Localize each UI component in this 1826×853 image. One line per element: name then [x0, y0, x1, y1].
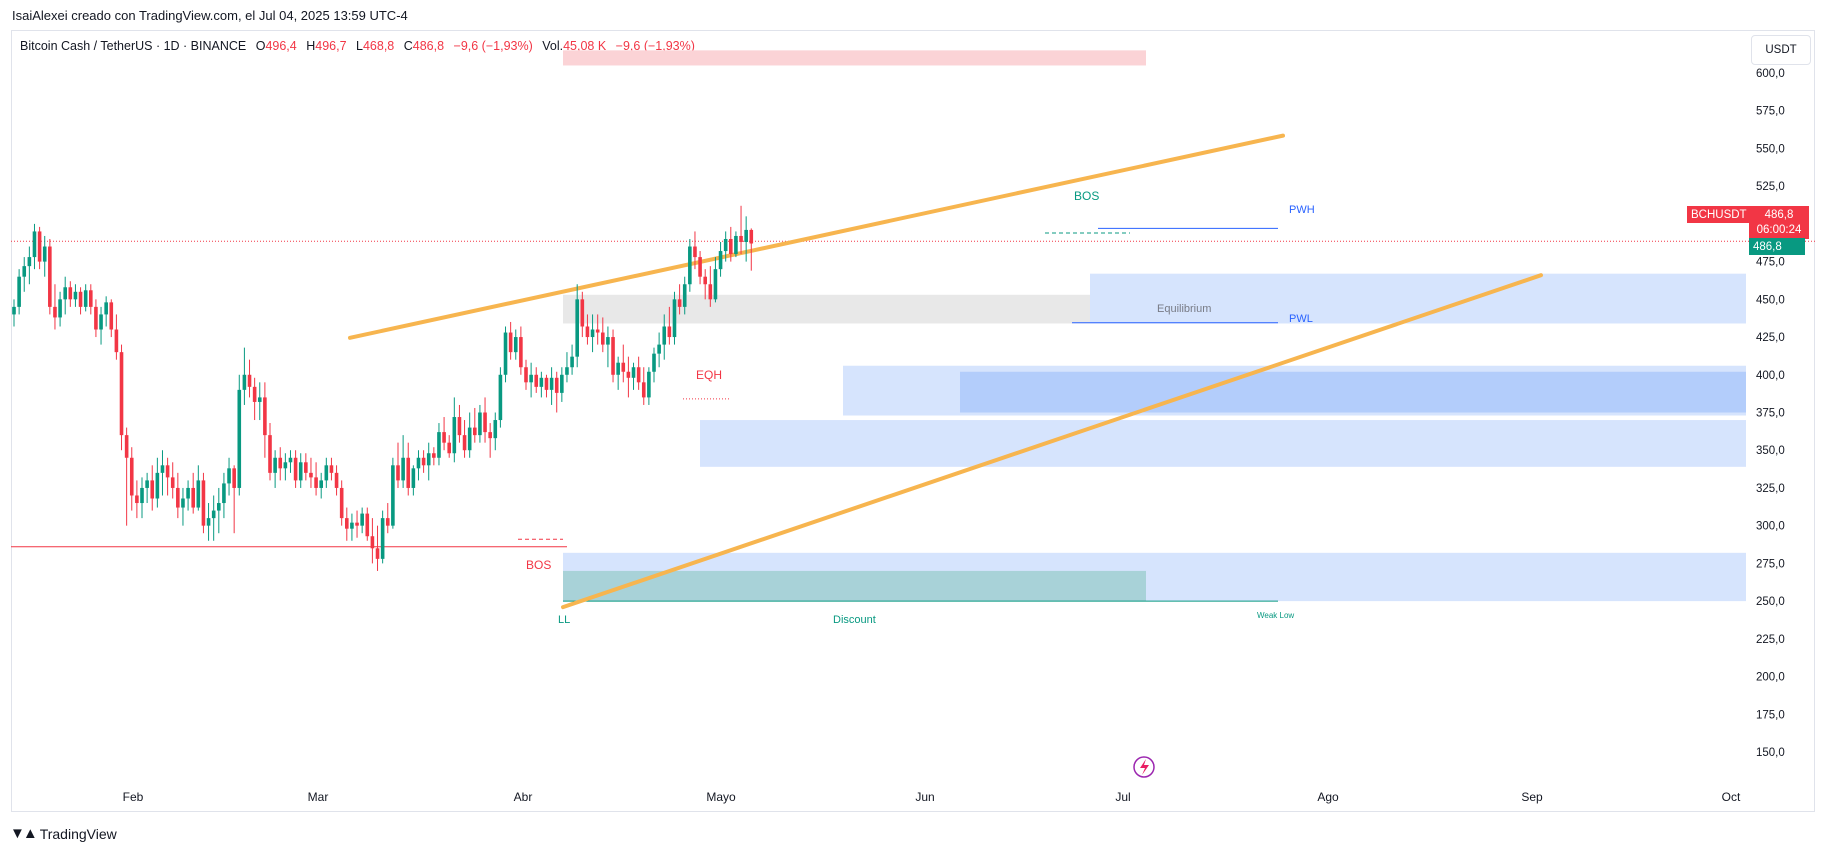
close-label: C	[403, 39, 413, 53]
low-value: 468,8	[362, 39, 395, 53]
high-value: 496,7	[315, 39, 347, 53]
tradingview-logo-icon: ▼▲	[10, 825, 38, 842]
currency-selector[interactable]: USDT	[1751, 35, 1811, 65]
symbol-name[interactable]: Bitcoin Cash / TetherUS · 1D · BINANCE	[20, 39, 247, 53]
footer-brand[interactable]: ▼▲ TradingView	[10, 825, 117, 842]
symbol-legend[interactable]: Bitcoin Cash / TetherUS · 1D · BINANCE O…	[20, 39, 695, 53]
bar-countdown: 06:00:24	[1756, 223, 1802, 236]
open-label: O	[255, 39, 266, 53]
low-label: L	[356, 39, 363, 53]
last-price-tag-2: 486,8	[1749, 238, 1805, 255]
volume-value: 45,08 K	[563, 39, 607, 53]
brand-name: TradingView	[39, 825, 117, 842]
volume-change: −9,6 (−1,93%)	[615, 39, 695, 53]
high-label: H	[306, 39, 316, 53]
change-value: −9,6 (−1,93%)	[453, 39, 533, 53]
chart-caption: IsaiAlexei creado con TradingView.com, e…	[12, 8, 408, 23]
last-price: 486,8	[1764, 208, 1794, 221]
chart-frame	[11, 30, 1815, 812]
last-price-tag: 486,8 06:00:24	[1749, 206, 1809, 239]
open-value: 496,4	[265, 39, 297, 53]
volume-label: Vol.	[542, 39, 564, 53]
close-value: 486,8	[412, 39, 445, 53]
